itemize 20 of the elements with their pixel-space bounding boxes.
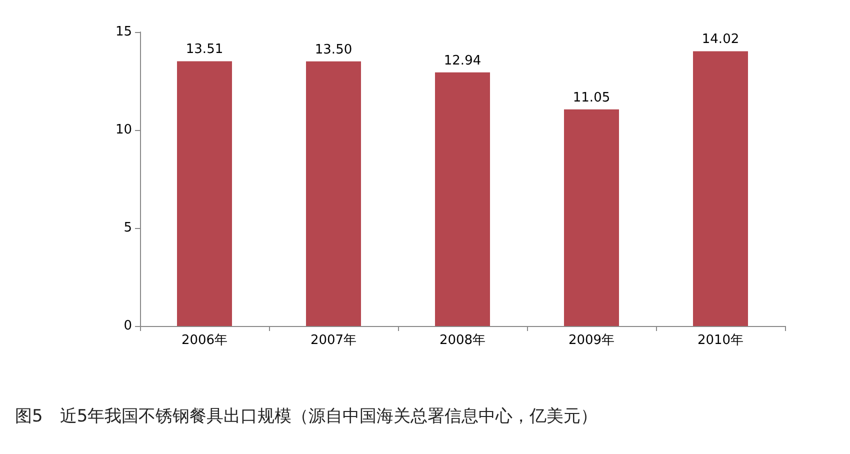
y-tick-label: 0 xyxy=(124,318,132,334)
text: 图5 近5年我国不锈钢餐具出口规模（源自中国海关总署信息中心，亿美元） xyxy=(15,406,598,426)
y-tick-label: 5 xyxy=(124,220,132,236)
x-tick-label: 2006年 xyxy=(181,333,228,348)
data-label: 14.02 xyxy=(702,32,740,48)
bar xyxy=(177,61,232,326)
data-label: 13.50 xyxy=(314,42,352,58)
data-label: 11.05 xyxy=(572,90,610,106)
x-tick-label: 2007年 xyxy=(310,333,357,348)
bar xyxy=(306,61,361,326)
y-tick-label: 10 xyxy=(115,122,132,138)
y-tick-label: 15 xyxy=(115,24,132,40)
bar xyxy=(564,109,619,326)
data-label: 13.51 xyxy=(186,42,224,58)
x-tick-label: 2010年 xyxy=(697,333,744,348)
x-tick-label: 2008年 xyxy=(439,333,486,348)
bar xyxy=(435,72,490,326)
bar xyxy=(693,51,748,326)
x-tick-label: 2009年 xyxy=(568,333,615,348)
data-label: 12.94 xyxy=(444,53,482,68)
